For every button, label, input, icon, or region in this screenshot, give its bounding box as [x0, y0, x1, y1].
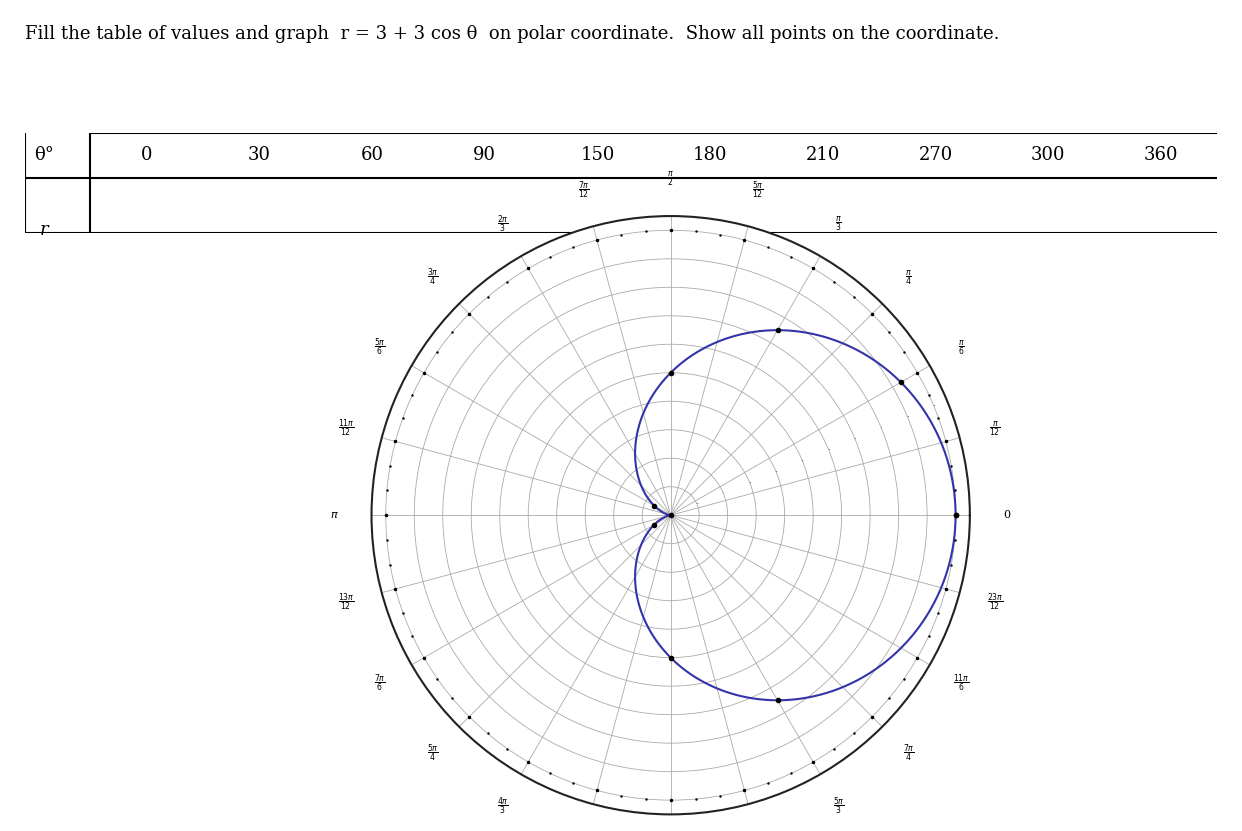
Text: $\frac{\pi}{12}$: $\frac{\pi}{12}$ [990, 419, 1001, 438]
Text: $\frac{\pi}{4}$: $\frac{\pi}{4}$ [905, 268, 912, 287]
Text: $\frac{5\pi}{3}$: $\frac{5\pi}{3}$ [833, 795, 845, 817]
Text: $\frac{5\pi}{6}$: $\frac{5\pi}{6}$ [374, 337, 385, 358]
Text: $\frac{3\pi}{4}$: $\frac{3\pi}{4}$ [427, 267, 438, 288]
Text: 180: 180 [693, 146, 728, 165]
Text: $\frac{\pi}{6}$: $\frac{\pi}{6}$ [959, 337, 965, 356]
Text: $\frac{5\pi}{12}$: $\frac{5\pi}{12}$ [751, 179, 764, 201]
Text: $\frac{11\pi}{6}$: $\frac{11\pi}{6}$ [954, 672, 970, 694]
Text: 150: 150 [580, 146, 615, 165]
Text: r: r [40, 221, 48, 239]
Text: $\frac{2\pi}{3}$: $\frac{2\pi}{3}$ [497, 214, 508, 235]
Text: 360: 360 [1144, 146, 1179, 165]
Text: $\frac{4\pi}{3}$: $\frac{4\pi}{3}$ [497, 795, 508, 817]
Text: $\frac{23\pi}{12}$: $\frac{23\pi}{12}$ [987, 592, 1004, 613]
Text: $\frac{\pi}{2}$: $\frac{\pi}{2}$ [667, 170, 674, 189]
Text: 0: 0 [1004, 510, 1011, 520]
Text: $\frac{5\pi}{4}$: $\frac{5\pi}{4}$ [427, 742, 438, 764]
Text: Fill the table of values and graph  r = 3 + 3 cos θ  on polar coordinate.  Show : Fill the table of values and graph r = 3… [25, 25, 1000, 43]
Text: θ°: θ° [35, 146, 55, 165]
Text: $\frac{7\pi}{4}$: $\frac{7\pi}{4}$ [903, 742, 914, 764]
Text: 60: 60 [360, 146, 384, 165]
Text: $\frac{7\pi}{6}$: $\frac{7\pi}{6}$ [374, 672, 385, 694]
Text: 270: 270 [918, 146, 953, 165]
Text: 30: 30 [248, 146, 271, 165]
Text: $\frac{11\pi}{12}$: $\frac{11\pi}{12}$ [338, 417, 354, 439]
Text: $\frac{17\pi}{12}$: $\frac{17\pi}{12}$ [575, 829, 592, 831]
Text: $\frac{19\pi}{12}$: $\frac{19\pi}{12}$ [749, 829, 766, 831]
Text: 90: 90 [473, 146, 497, 165]
Text: $\frac{\pi}{3}$: $\frac{\pi}{3}$ [836, 214, 842, 234]
Text: 0: 0 [142, 146, 153, 165]
Text: $\pi$: $\pi$ [330, 510, 339, 520]
Text: $\frac{13\pi}{12}$: $\frac{13\pi}{12}$ [338, 592, 354, 613]
Text: 300: 300 [1031, 146, 1066, 165]
Text: 210: 210 [806, 146, 840, 165]
Text: $\frac{7\pi}{12}$: $\frac{7\pi}{12}$ [578, 179, 590, 201]
